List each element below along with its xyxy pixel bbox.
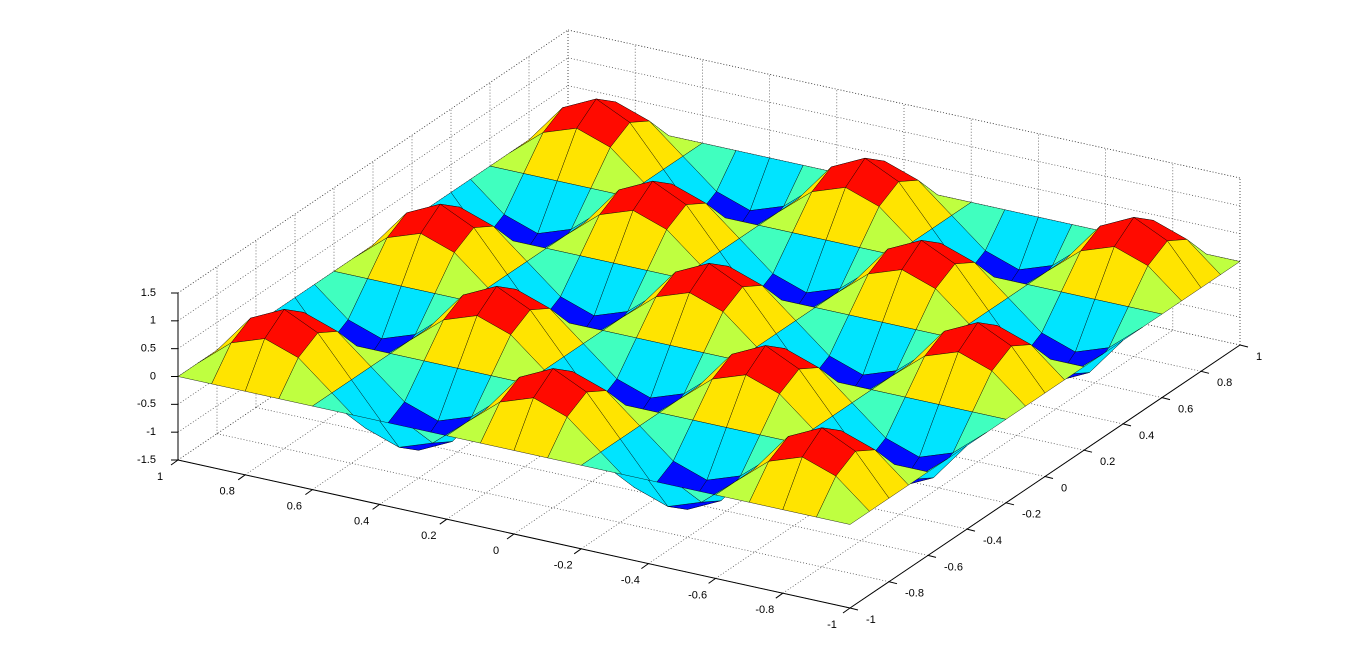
y-tick-label: 0.2 [1100, 456, 1115, 468]
y-tick-label: -0.2 [1022, 509, 1041, 521]
x-tick-label: 0.6 [287, 501, 302, 513]
grid-line [581, 285, 972, 550]
z-tick-label: 1 [150, 315, 156, 327]
y-tick [1161, 397, 1171, 401]
x-tick [305, 489, 313, 496]
x-tick-label: 0.8 [220, 486, 235, 498]
grid-line [567, 29, 1241, 179]
grid-line [715, 315, 1106, 579]
y-tick-label: -0.8 [905, 588, 924, 600]
x-tick [237, 474, 246, 481]
grid-line [648, 300, 1039, 564]
x-tick-label: 0 [493, 545, 499, 557]
grid-line [245, 211, 636, 476]
grid-line [177, 29, 569, 294]
y-tick [1044, 476, 1054, 479]
grid-line [782, 329, 1173, 594]
x-tick [170, 459, 179, 466]
y-tick [966, 528, 976, 532]
y-tick [927, 554, 937, 558]
surface-patch [816, 475, 870, 525]
y-tick-label: 1 [1256, 351, 1262, 363]
z-tick-label: 0 [150, 370, 156, 382]
y-tick [1122, 423, 1132, 427]
x-tick [372, 503, 380, 510]
y-tick [1005, 502, 1015, 506]
grid-line [177, 85, 569, 349]
y-tick [1083, 449, 1093, 453]
grid-line [177, 196, 569, 461]
grid-line [216, 433, 890, 583]
y-tick [888, 581, 898, 585]
grid-line [312, 226, 703, 490]
x-tick [573, 548, 582, 555]
y-tick-label: -0.6 [944, 561, 963, 573]
grid-line [513, 270, 905, 535]
y-tick [1239, 344, 1249, 348]
y-tick [849, 607, 859, 611]
grid-line [446, 255, 837, 520]
x-tick [775, 592, 784, 599]
y-tick-label: 0.4 [1139, 430, 1154, 442]
grid-line [379, 241, 770, 505]
x-tick [506, 533, 515, 540]
y-tick-label: -1 [866, 614, 876, 626]
x-tick [641, 563, 649, 570]
z-tick-label: -0.5 [137, 398, 156, 410]
x-tick-label: -0.8 [755, 604, 774, 616]
y-tick-label: 0.6 [1178, 404, 1193, 416]
x-tick [439, 518, 448, 525]
x-tick-label: 1 [157, 471, 163, 483]
y-tick-label: 0 [1061, 482, 1067, 494]
x-tick-label: 0.2 [421, 530, 436, 542]
grid-line [255, 407, 929, 556]
y-tick-label: -0.4 [983, 535, 1002, 547]
x-tick [708, 577, 716, 584]
z-tick-label: 1.5 [141, 287, 156, 299]
x-tick-label: 0.4 [354, 515, 369, 527]
x-tick-label: -0.6 [688, 589, 707, 601]
x-tick [842, 607, 851, 614]
x-tick-label: -1 [827, 619, 837, 631]
z-tick-label: -1 [146, 426, 156, 438]
y-tick-label: 0.8 [1217, 377, 1232, 389]
grid-line [567, 85, 1241, 235]
grid-line [567, 57, 1241, 207]
z-tick-label: -1.5 [137, 454, 156, 466]
x-tick-label: -0.4 [621, 575, 640, 587]
grid-line [177, 57, 569, 322]
x-tick-label: -0.2 [554, 560, 573, 572]
z-tick-label: 0.5 [141, 343, 156, 355]
y-tick [1200, 370, 1210, 374]
